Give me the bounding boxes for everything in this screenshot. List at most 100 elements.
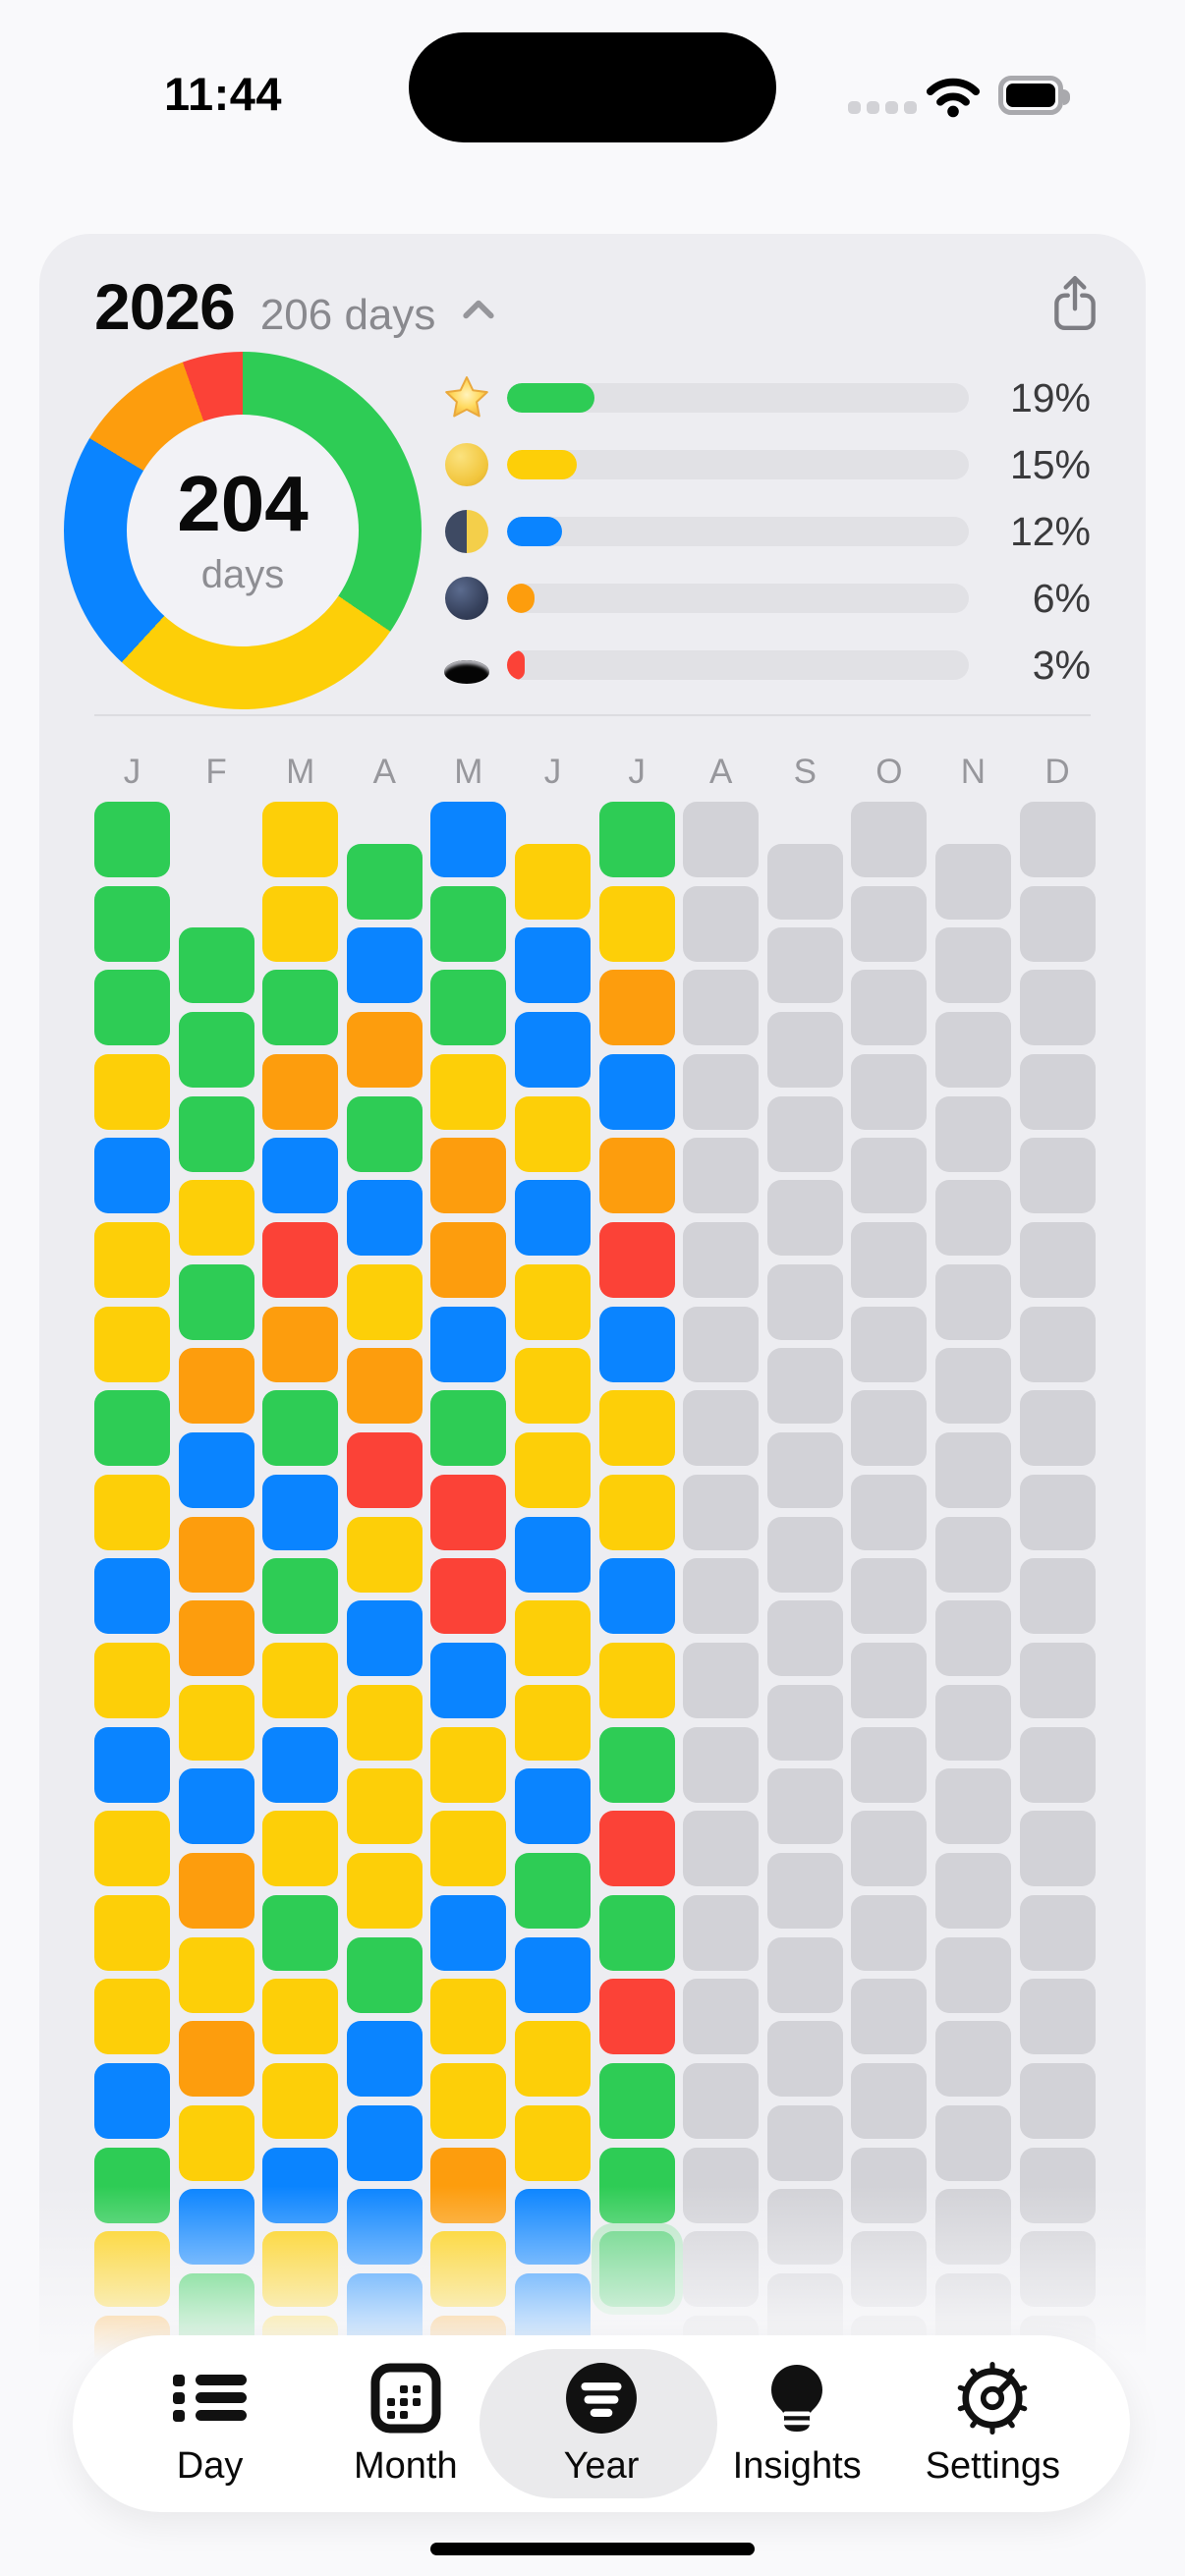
day-cell[interactable] [598,1138,675,1214]
day-cell[interactable] [514,2104,591,2181]
collapse-chevron-up-icon[interactable] [461,297,496,327]
day-cell[interactable] [598,1306,675,1382]
day-cell[interactable] [178,1263,254,1340]
day-cell[interactable] [514,1600,591,1677]
day-cell[interactable] [430,802,507,877]
day-cell[interactable] [178,1180,254,1257]
day-cell[interactable] [346,1095,423,1172]
day-cell[interactable] [514,843,591,920]
day-cell[interactable] [178,1516,254,1593]
day-cell[interactable] [262,970,339,1046]
tab-settings[interactable]: Settings [899,2345,1086,2502]
day-cell[interactable] [262,1221,339,1298]
day-cell[interactable] [598,885,675,962]
day-cell[interactable] [598,1894,675,1971]
day-cell[interactable] [178,1011,254,1088]
day-cell[interactable] [598,1726,675,1803]
day-cell[interactable] [514,2021,591,2098]
day-cell[interactable] [598,1474,675,1550]
day-cell[interactable] [262,1558,339,1635]
day-cell[interactable] [346,927,423,1004]
day-cell[interactable] [430,1390,507,1467]
day-cell[interactable] [262,1138,339,1214]
day-cell[interactable] [178,1768,254,1845]
home-indicator[interactable] [430,2543,755,2555]
day-cell[interactable] [598,970,675,1046]
day-cell[interactable] [514,1348,591,1425]
day-cell[interactable] [178,1852,254,1929]
day-cell[interactable] [262,2062,339,2139]
day-cell[interactable] [178,1095,254,1172]
day-cell[interactable] [346,2021,423,2098]
day-cell[interactable] [346,1600,423,1677]
day-cell[interactable] [178,1348,254,1425]
day-cell[interactable] [94,1811,170,1887]
day-cell[interactable] [430,1979,507,2055]
day-cell[interactable] [430,1894,507,1971]
day-cell[interactable] [262,885,339,962]
day-cell[interactable] [598,1642,675,1718]
day-cell[interactable] [430,2062,507,2139]
day-cell[interactable] [346,1180,423,1257]
day-cell[interactable] [598,1221,675,1298]
day-cell[interactable] [514,927,591,1004]
day-cell[interactable] [598,802,675,877]
day-cell[interactable] [346,1852,423,1929]
day-cell[interactable] [346,1263,423,1340]
day-cell[interactable] [430,1811,507,1887]
day-cell[interactable] [346,1431,423,1508]
day-cell[interactable] [94,1558,170,1635]
day-cell[interactable] [262,1894,339,1971]
day-cell[interactable] [598,2062,675,2139]
tab-month[interactable]: Month [312,2345,499,2502]
day-cell[interactable] [346,1768,423,1845]
day-cell[interactable] [430,1138,507,1214]
day-cell[interactable] [94,2062,170,2139]
day-cell[interactable] [94,1726,170,1803]
day-cell[interactable] [94,1642,170,1718]
day-cell[interactable] [94,1306,170,1382]
day-cell[interactable] [514,1263,591,1340]
day-cell[interactable] [262,1726,339,1803]
day-cell[interactable] [430,1053,507,1130]
tab-year[interactable]: Year [508,2345,695,2502]
day-cell[interactable] [262,1053,339,1130]
day-cell[interactable] [346,1516,423,1593]
day-cell[interactable] [514,1011,591,1088]
day-cell[interactable] [346,843,423,920]
day-cell[interactable] [178,927,254,1004]
share-icon[interactable] [1051,275,1099,332]
day-cell[interactable] [346,1684,423,1761]
day-cell[interactable] [262,802,339,877]
day-cell[interactable] [94,1138,170,1214]
day-cell[interactable] [94,1390,170,1467]
day-cell[interactable] [94,1474,170,1550]
day-cell[interactable] [430,885,507,962]
day-cell[interactable] [346,1348,423,1425]
day-cell[interactable] [178,1936,254,2013]
day-cell[interactable] [598,1979,675,2055]
day-cell[interactable] [178,1431,254,1508]
day-cell[interactable] [346,1011,423,1088]
day-cell[interactable] [262,1979,339,2055]
day-cell[interactable] [598,1053,675,1130]
day-cell[interactable] [514,1768,591,1845]
day-cell[interactable] [514,1516,591,1593]
day-cell[interactable] [430,970,507,1046]
day-cell[interactable] [262,1306,339,1382]
day-cell[interactable] [430,1474,507,1550]
day-cell[interactable] [514,1180,591,1257]
day-cell[interactable] [262,1474,339,1550]
day-cell[interactable] [94,885,170,962]
day-cell[interactable] [514,1095,591,1172]
day-cell[interactable] [94,802,170,877]
day-cell[interactable] [430,1221,507,1298]
day-cell[interactable] [430,1558,507,1635]
tab-day[interactable]: Day [117,2345,304,2502]
day-cell[interactable] [94,1221,170,1298]
day-cell[interactable] [178,2021,254,2098]
day-cell[interactable] [178,1600,254,1677]
day-cell[interactable] [262,1390,339,1467]
day-cell[interactable] [598,1558,675,1635]
day-cell[interactable] [514,1684,591,1761]
